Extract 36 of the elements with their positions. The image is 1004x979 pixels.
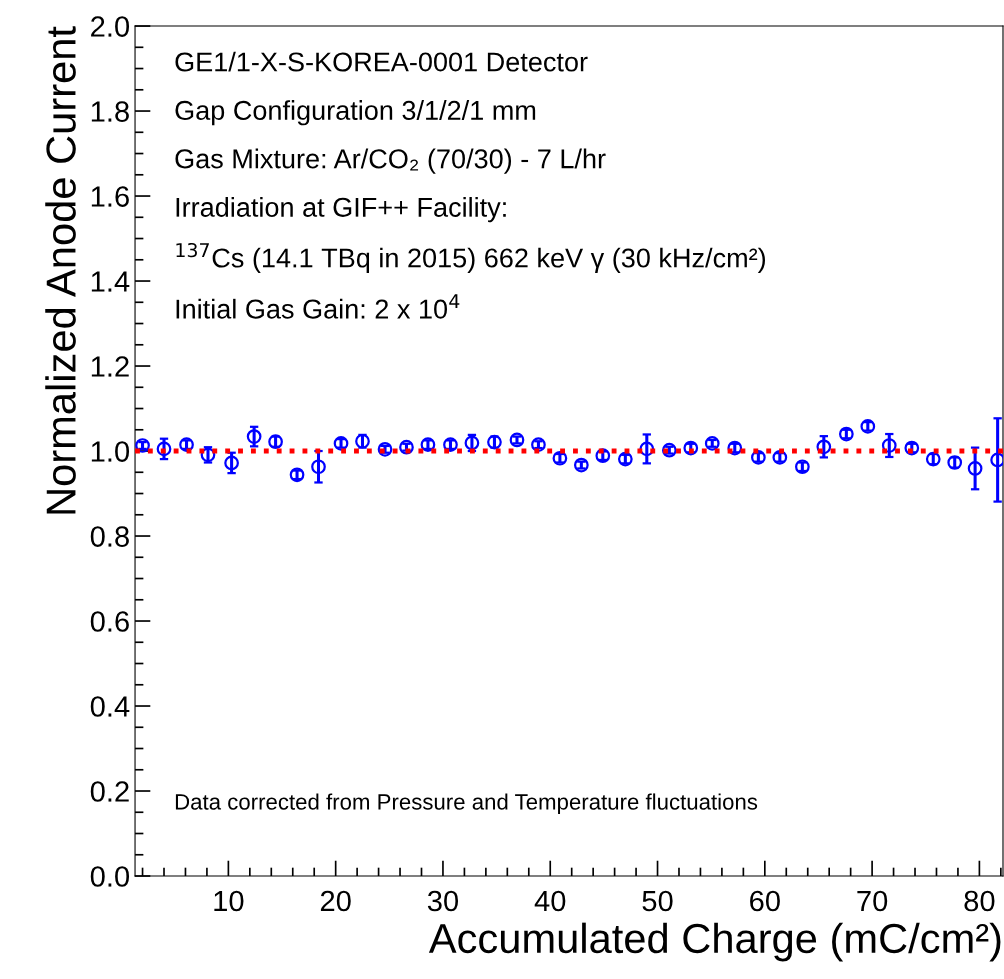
x-tick-label: 70 xyxy=(857,890,888,912)
point xyxy=(639,441,655,457)
y-tick-label: 2.0 xyxy=(91,16,130,37)
x-tick-label: 40 xyxy=(534,890,566,912)
annotation: Gas Mixture: Ar/CO₂ (70/30) - 7 L/hr xyxy=(175,148,606,174)
y-tick-label: 1.0 xyxy=(91,441,130,462)
x-tick-label: 60 xyxy=(750,890,780,912)
point xyxy=(967,461,983,476)
x-tick-label: 20 xyxy=(320,890,351,912)
annotation: Gap Configuration 3/1/2/1 mm xyxy=(175,100,536,126)
annotation: GE1/1-X-S-KOREA-0001 Detector xyxy=(175,51,588,72)
x-tick-label: 30 xyxy=(427,890,459,912)
y-tick-label: 1.8 xyxy=(91,101,129,122)
annotation: $^{137}$Cs (14.1 TBq in 2015) 662 keV γ (30 kHz/cm²) xyxy=(176,242,766,273)
y-tick-label: 0.0 xyxy=(90,866,130,887)
x-tick-label: 10 xyxy=(214,890,244,912)
point xyxy=(224,455,239,471)
y-tick-label: 0.6 xyxy=(90,611,129,632)
point xyxy=(816,439,832,455)
point xyxy=(881,438,897,453)
y-axis-title: Normalized Anode Current xyxy=(45,26,76,514)
y-tick-label: 0.4 xyxy=(90,696,130,717)
y-tick-label: 1.4 xyxy=(91,271,130,292)
x-tick-label: 80 xyxy=(964,890,995,912)
y-tick-label: 0.2 xyxy=(90,781,129,802)
annotation: Initial Gas Gain: 2 x 10$^{4}$ xyxy=(176,294,460,319)
x-tick-label: 50 xyxy=(642,890,673,912)
annotation: Data corrected from Pressure and Temperature fluctuations xyxy=(175,793,758,815)
annotation: Irradiation at GIF++ Facility: xyxy=(176,197,506,223)
y-tick-label: 1.6 xyxy=(91,186,129,207)
point xyxy=(246,429,262,444)
y-tick-label: 1.2 xyxy=(91,356,129,377)
x-axis-title: Accumulated Charge (mC/cm²) xyxy=(428,922,1001,962)
y-tick-label: 0.8 xyxy=(90,526,129,547)
point xyxy=(311,459,326,475)
point xyxy=(156,441,172,457)
